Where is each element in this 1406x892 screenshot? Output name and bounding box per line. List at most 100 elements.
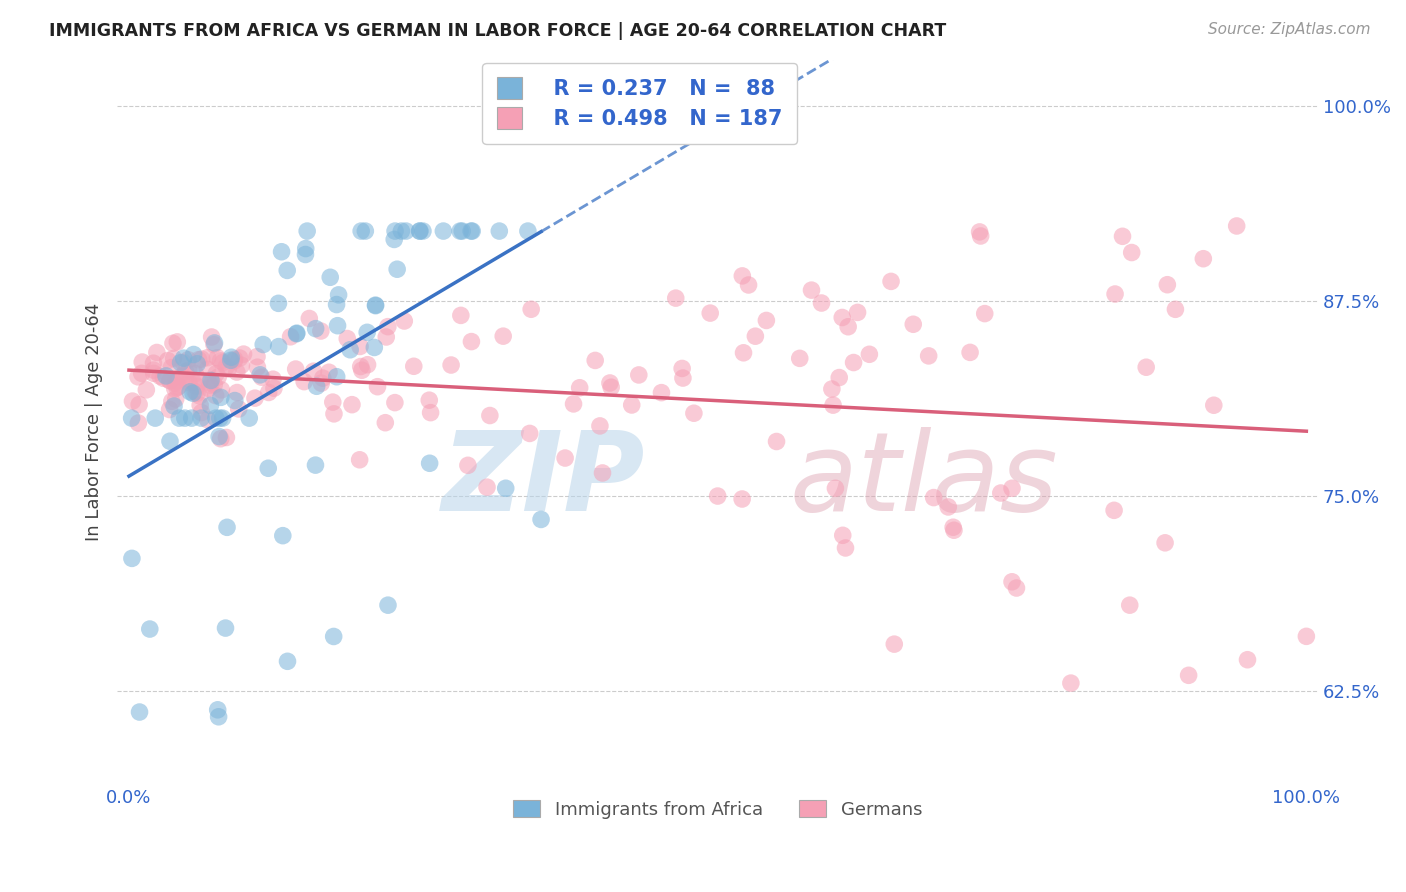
- Point: [246, 360, 269, 375]
- Point: [789, 351, 811, 366]
- Point: [325, 297, 347, 311]
- Point: [322, 395, 344, 409]
- Point: [589, 418, 612, 433]
- Point: [179, 384, 201, 399]
- Point: [207, 703, 229, 717]
- Point: [943, 523, 966, 537]
- Point: [323, 407, 346, 421]
- Point: [204, 335, 226, 350]
- Point: [292, 375, 315, 389]
- Point: [128, 705, 150, 719]
- Point: [169, 356, 191, 370]
- Point: [627, 368, 650, 382]
- Point: [519, 426, 541, 441]
- Point: [221, 350, 243, 364]
- Point: [377, 319, 399, 334]
- Point: [699, 306, 721, 320]
- Point: [1135, 360, 1157, 375]
- Point: [190, 352, 212, 367]
- Point: [183, 347, 205, 361]
- Point: [177, 352, 200, 367]
- Point: [744, 329, 766, 343]
- Point: [858, 347, 880, 361]
- Point: [492, 329, 515, 343]
- Point: [172, 369, 194, 384]
- Point: [326, 318, 349, 333]
- Point: [382, 232, 405, 246]
- Point: [918, 349, 941, 363]
- Point: [172, 355, 194, 369]
- Point: [449, 224, 471, 238]
- Point: [311, 376, 333, 391]
- Point: [350, 359, 373, 374]
- Point: [152, 371, 174, 385]
- Point: [990, 486, 1012, 500]
- Point: [1236, 653, 1258, 667]
- Point: [336, 332, 359, 346]
- Point: [354, 224, 377, 238]
- Point: [214, 621, 236, 635]
- Point: [737, 277, 759, 292]
- Point: [127, 369, 149, 384]
- Point: [409, 224, 432, 238]
- Point: [202, 337, 225, 351]
- Point: [600, 380, 623, 394]
- Point: [1177, 668, 1199, 682]
- Point: [1121, 245, 1143, 260]
- Point: [205, 367, 228, 381]
- Point: [186, 379, 208, 393]
- Point: [516, 224, 538, 238]
- Point: [883, 637, 905, 651]
- Point: [350, 363, 373, 377]
- Point: [1005, 581, 1028, 595]
- Point: [340, 398, 363, 412]
- Point: [131, 355, 153, 369]
- Point: [650, 385, 672, 400]
- Point: [181, 375, 204, 389]
- Point: [173, 411, 195, 425]
- Point: [328, 288, 350, 302]
- Point: [846, 305, 869, 319]
- Point: [197, 351, 219, 365]
- Point: [834, 541, 856, 555]
- Point: [197, 381, 219, 395]
- Point: [1060, 676, 1083, 690]
- Point: [402, 359, 425, 374]
- Point: [349, 339, 371, 353]
- Point: [671, 361, 693, 376]
- Point: [267, 296, 290, 310]
- Point: [936, 500, 959, 514]
- Point: [257, 461, 280, 475]
- Point: [142, 356, 165, 370]
- Point: [592, 466, 614, 480]
- Point: [165, 374, 187, 388]
- Point: [177, 376, 200, 390]
- Point: [195, 362, 218, 376]
- Point: [418, 393, 440, 408]
- Point: [243, 391, 266, 405]
- Point: [188, 389, 211, 403]
- Point: [1119, 598, 1142, 612]
- Point: [184, 384, 207, 399]
- Point: [271, 529, 294, 543]
- Point: [395, 224, 418, 238]
- Point: [267, 340, 290, 354]
- Point: [181, 386, 204, 401]
- Point: [186, 357, 208, 371]
- Point: [389, 224, 412, 238]
- Point: [215, 430, 238, 444]
- Point: [174, 365, 197, 379]
- Point: [167, 379, 190, 393]
- Point: [121, 411, 143, 425]
- Point: [166, 381, 188, 395]
- Point: [207, 710, 229, 724]
- Point: [159, 402, 181, 417]
- Point: [312, 371, 335, 385]
- Point: [139, 622, 162, 636]
- Point: [440, 358, 463, 372]
- Point: [280, 330, 302, 344]
- Point: [224, 352, 246, 367]
- Point: [922, 491, 945, 505]
- Point: [384, 224, 406, 238]
- Point: [131, 367, 153, 381]
